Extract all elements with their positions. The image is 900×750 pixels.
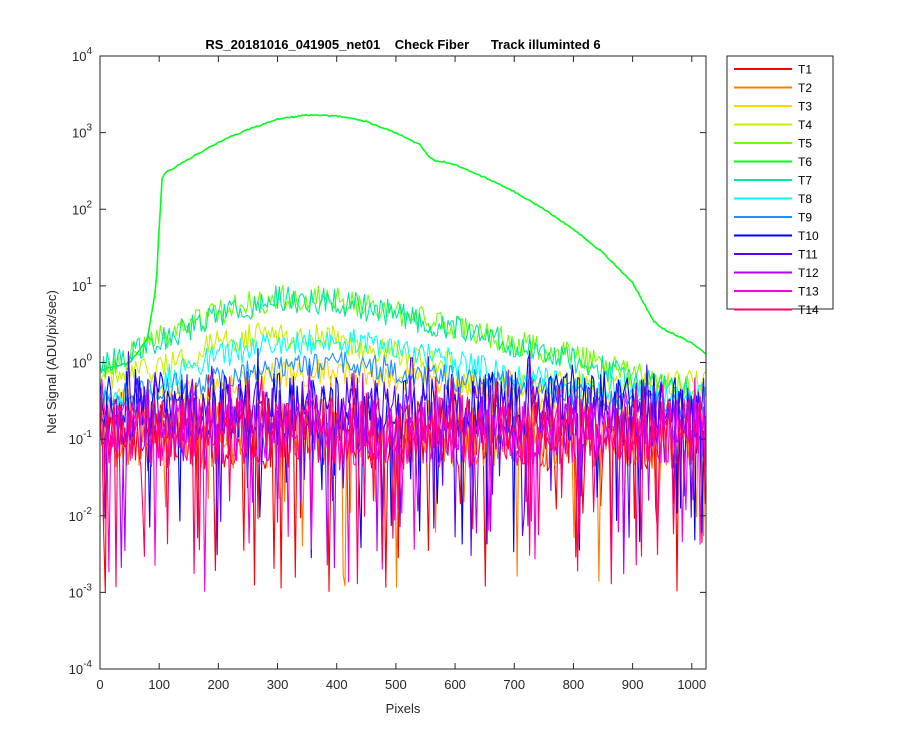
series-line-t9 (100, 351, 706, 422)
legend-label-t4: T4 (798, 118, 812, 132)
legend-label-t11: T11 (798, 248, 818, 262)
x-tick-label: 400 (326, 677, 348, 692)
x-tick-label: 100 (148, 677, 170, 692)
x-tick-label: 1000 (677, 677, 706, 692)
legend-label-t6: T6 (798, 155, 812, 169)
legend-box (726, 55, 834, 310)
legend-label-t8: T8 (798, 192, 812, 206)
legend-label-t1: T1 (798, 63, 812, 77)
y-tick-label: 100 (72, 353, 92, 371)
x-tick-label: 800 (563, 677, 585, 692)
x-tick-label: 300 (267, 677, 289, 692)
legend: T1 T2 T3 T4 T5 T6 T7 T8 T9 T10 T11 T12 T13 T14 (726, 55, 834, 317)
y-tick-label: 104 (72, 46, 92, 64)
legend-label-t5: T5 (798, 137, 812, 151)
x-tick-label: 0 (96, 677, 103, 692)
x-tick-label: 700 (503, 677, 525, 692)
series-line-t6 (100, 113, 706, 371)
y-tick-label: 10-4 (69, 659, 93, 677)
plot-area (100, 56, 706, 669)
chart-title: RS_20181016_041905_net01 Check Fiber Tra… (205, 37, 600, 52)
legend-label-t12: T12 (798, 266, 819, 280)
y-axis-label: Net Signal (ADU/pix/sec) (44, 290, 59, 434)
legend-label-t9: T9 (798, 211, 812, 225)
y-tick-label: 102 (72, 199, 92, 217)
legend-label-t13: T13 (798, 285, 819, 299)
legend-label-t2: T2 (798, 81, 812, 95)
series-line-t3 (100, 359, 706, 428)
x-tick-label: 900 (622, 677, 644, 692)
series-layer (100, 113, 706, 593)
ticks-layer: 0 100 200 300 400 500 600 700 800 900 1000 10-4 10-3… (69, 46, 707, 692)
x-tick-label: 500 (385, 677, 407, 692)
y-tick-label: 103 (72, 123, 92, 141)
legend-label-t14: T14 (798, 303, 819, 317)
y-tick-label: 101 (72, 276, 92, 294)
x-tick-label: 600 (444, 677, 466, 692)
legend-label-t7: T7 (798, 174, 812, 188)
legend-label-t10: T10 (798, 229, 819, 243)
series-line-t14 (100, 370, 706, 588)
x-axis-label: Pixels (386, 701, 421, 716)
y-tick-label: 10-3 (69, 582, 93, 600)
legend-label-t3: T3 (798, 100, 812, 114)
y-tick-label: 10-2 (69, 506, 93, 524)
y-tick-label: 10-1 (69, 429, 93, 447)
x-tick-label: 200 (208, 677, 230, 692)
